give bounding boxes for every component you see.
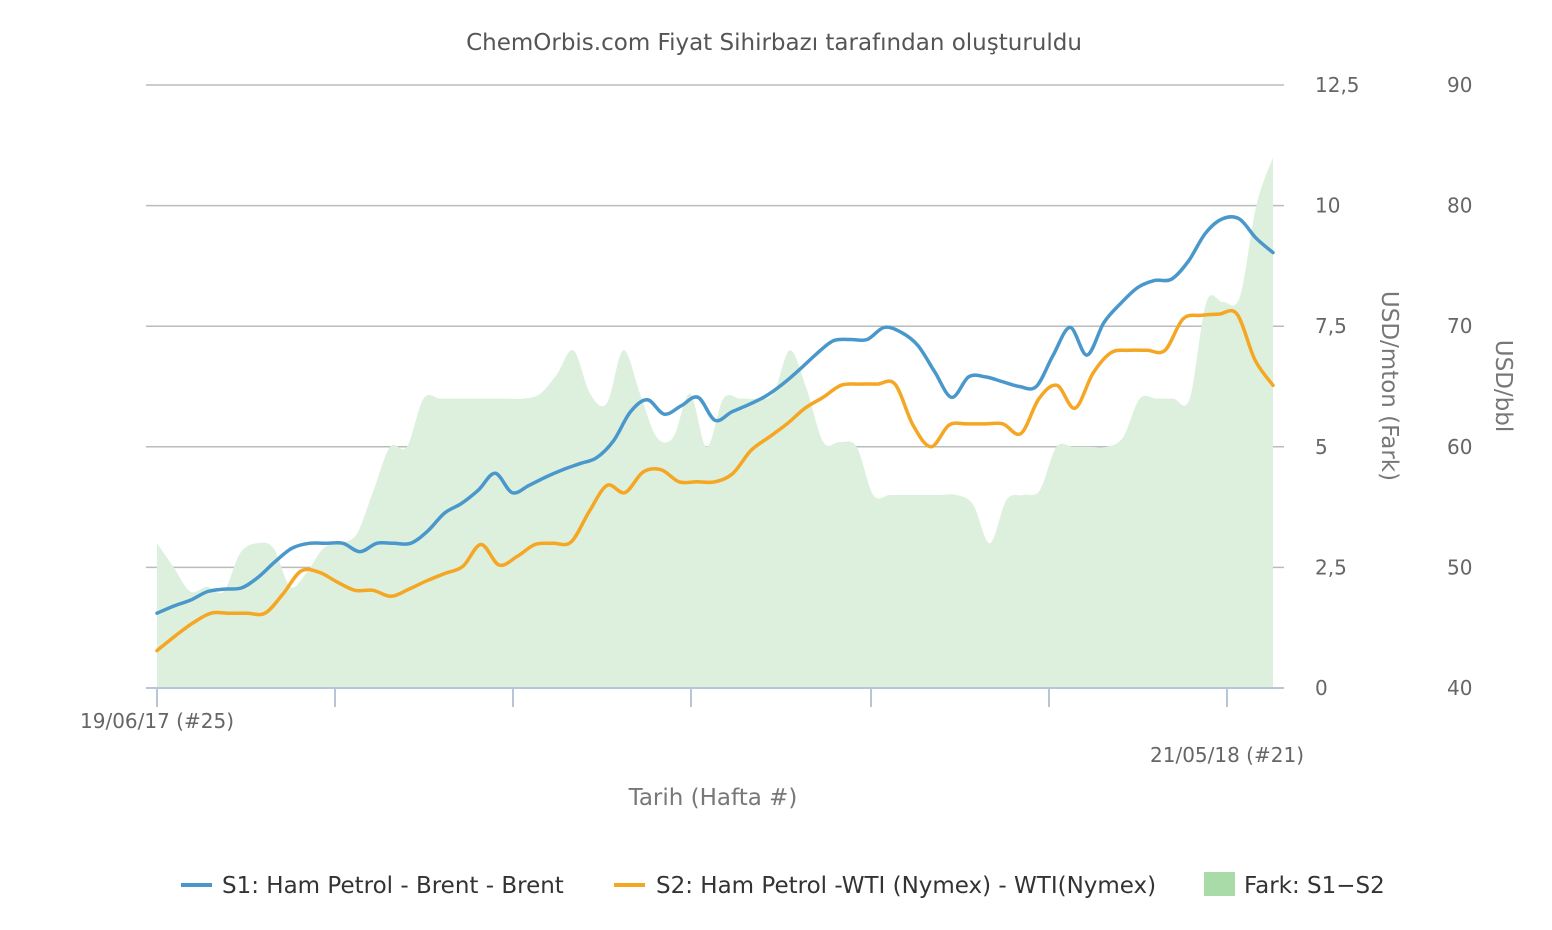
right-tick-label: 90: [1447, 73, 1472, 97]
x-axis-title: Tarih (Hafta #): [628, 785, 798, 811]
legend-label-s2: S2: Ham Petrol -WTI (Nymex) - WTI(Nymex): [656, 873, 1156, 899]
right-tick-label: 40: [1447, 676, 1472, 700]
legend-item-diff[interactable]: Fark: S1−S2: [1204, 872, 1385, 899]
legend: S1: Ham Petrol - Brent - Brent S2: Ham P…: [181, 872, 1385, 899]
right-tick-label: 80: [1447, 194, 1472, 218]
left-tick-label: 5: [1315, 435, 1328, 459]
left-tick-label: 10: [1315, 194, 1340, 218]
difference-area: [157, 157, 1273, 688]
left-tick-label: 7,5: [1315, 314, 1347, 338]
legend-label-s1: S1: Ham Petrol - Brent - Brent: [222, 873, 564, 899]
left-tick-label: 12,5: [1315, 73, 1360, 97]
series-lines-layer: [155, 215, 1275, 653]
right-tick-label: 70: [1447, 314, 1472, 338]
right-axis-ticks: 40 50 60 70 80 90: [1447, 73, 1472, 700]
s2-line: [155, 308, 1275, 653]
left-axis-title: USD/mton (Fark): [1376, 291, 1402, 481]
right-axis-title: USD/bbl: [1490, 340, 1516, 432]
legend-item-s2[interactable]: S2: Ham Petrol -WTI (Nymex) - WTI(Nymex): [614, 873, 1156, 899]
s1-line: [155, 215, 1275, 615]
legend-swatch-diff: [1204, 872, 1235, 896]
x-end-label: 21/05/18 (#21): [1150, 743, 1304, 767]
left-axis-ticks: 0 2,5 5 7,5 10 12,5: [1315, 73, 1360, 700]
x-start-label: 19/06/17 (#25): [80, 709, 234, 733]
difference-area-layer: [157, 157, 1273, 688]
right-tick-label: 50: [1447, 555, 1472, 579]
x-axis: [146, 687, 1284, 707]
left-tick-label: 2,5: [1315, 555, 1347, 579]
legend-label-diff: Fark: S1−S2: [1244, 873, 1385, 899]
left-tick-label: 0: [1315, 676, 1328, 700]
chart-title: ChemOrbis.com Fiyat Sihirbazı tarafından…: [466, 30, 1082, 56]
legend-item-s1[interactable]: S1: Ham Petrol - Brent - Brent: [181, 873, 564, 899]
right-tick-label: 60: [1447, 435, 1472, 459]
